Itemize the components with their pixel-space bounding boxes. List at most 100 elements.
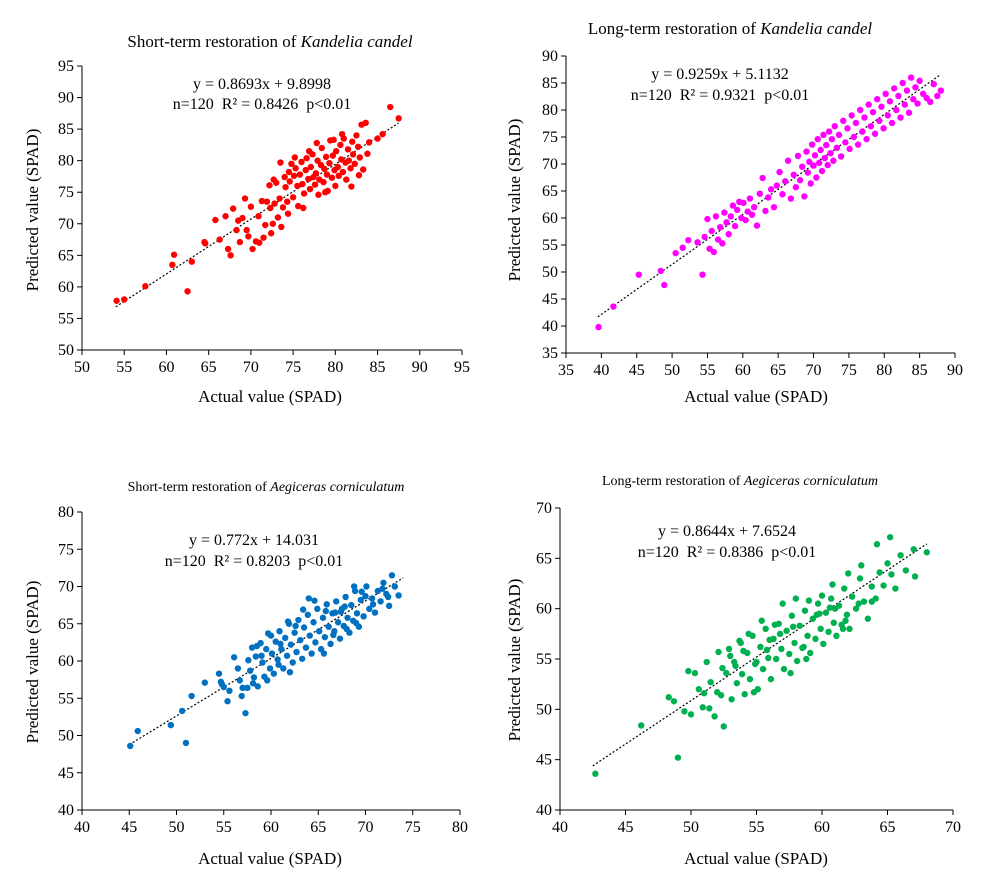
data-point (716, 223, 724, 231)
x-tick-label: 85 (912, 362, 928, 379)
data-point (681, 708, 688, 715)
data-point (848, 593, 856, 600)
regression-equation: y = 0.8644x + 7.6524 (658, 523, 796, 540)
data-point (895, 92, 902, 100)
data-point (292, 165, 299, 172)
data-point (325, 623, 332, 630)
data-point (728, 696, 735, 703)
data-point (818, 592, 826, 599)
data-point (820, 131, 827, 139)
data-point (746, 195, 754, 202)
data-point (855, 600, 862, 607)
data-point (302, 166, 309, 174)
data-point (321, 165, 328, 173)
data-point (844, 125, 851, 132)
data-point (239, 684, 246, 692)
data-point (258, 652, 265, 659)
y-tick-label: 50 (58, 728, 74, 745)
data-point (638, 722, 645, 729)
data-point (121, 296, 128, 303)
axes: 40 45 50 55 60 65 70 75 80 40 45 50 55 60 65 70 75 80 (58, 504, 468, 836)
data-point (826, 604, 834, 611)
data-point (311, 181, 319, 188)
data-point (882, 90, 889, 98)
data-point (364, 150, 371, 157)
data-point (310, 619, 317, 626)
data-point (334, 619, 342, 626)
x-tick-label: 55 (116, 359, 132, 376)
data-point (247, 203, 255, 210)
data-point (341, 603, 348, 610)
data-point (773, 182, 780, 189)
data-point (282, 183, 289, 191)
y-tick-label: 85 (58, 121, 74, 138)
data-point (738, 670, 746, 678)
data-point (249, 245, 256, 253)
data-point (278, 223, 285, 231)
x-tick-label: 55 (216, 819, 232, 836)
data-point (256, 239, 263, 246)
data-point (314, 157, 321, 164)
data-point (868, 583, 875, 590)
data-point (792, 184, 800, 191)
points-layer (592, 533, 930, 777)
data-point (258, 197, 266, 205)
data-point (275, 661, 282, 668)
data-point (762, 625, 769, 632)
data-point (708, 227, 715, 235)
data-point (905, 109, 913, 116)
y-tick-label: 65 (536, 550, 552, 567)
data-point (329, 152, 336, 159)
data-point (342, 593, 349, 601)
data-point (699, 704, 706, 711)
data-point (224, 698, 231, 705)
data-point (356, 154, 364, 161)
data-point (672, 249, 679, 257)
data-point (757, 643, 764, 651)
data-point (271, 200, 278, 207)
data-point (914, 100, 921, 107)
data-point (284, 618, 292, 625)
data-point (314, 605, 321, 613)
data-point (255, 213, 262, 220)
data-point (299, 180, 306, 188)
data-point (888, 571, 895, 578)
data-point (315, 191, 322, 198)
data-point (395, 115, 402, 122)
data-point (699, 271, 706, 278)
data-point (729, 202, 737, 209)
data-point (267, 632, 275, 639)
x-tick-label: 50 (74, 359, 90, 376)
data-point (288, 160, 295, 168)
chart-title: Short-term restoration of Kandelia cande… (127, 32, 412, 51)
data-point (786, 650, 793, 658)
data-point (113, 297, 120, 304)
data-point (691, 669, 699, 677)
data-point (323, 601, 330, 608)
data-point (886, 98, 894, 105)
data-point (846, 145, 853, 153)
data-point (831, 605, 839, 612)
data-point (767, 186, 775, 193)
chart-title: Long-term restoration of Kandelia candel (588, 19, 872, 38)
x-axis-label: Actual value (SPAD) (684, 387, 828, 406)
data-point (362, 119, 369, 127)
data-point (784, 157, 792, 164)
data-point (299, 606, 307, 613)
data-point (344, 614, 351, 621)
data-point (831, 123, 838, 130)
data-point (733, 206, 741, 214)
chart-title: Long-term restoration of Aegiceras corni… (602, 474, 878, 489)
data-point (280, 665, 287, 672)
y-tick-label: 55 (58, 690, 74, 707)
data-point (337, 141, 344, 149)
data-point (767, 675, 775, 683)
x-tick-label: 90 (947, 362, 963, 379)
x-tick-label: 65 (770, 362, 786, 379)
data-point (357, 596, 364, 604)
data-point (801, 193, 808, 200)
data-point (800, 643, 807, 651)
data-point (813, 174, 820, 181)
data-point (763, 646, 771, 654)
data-point (241, 195, 249, 202)
